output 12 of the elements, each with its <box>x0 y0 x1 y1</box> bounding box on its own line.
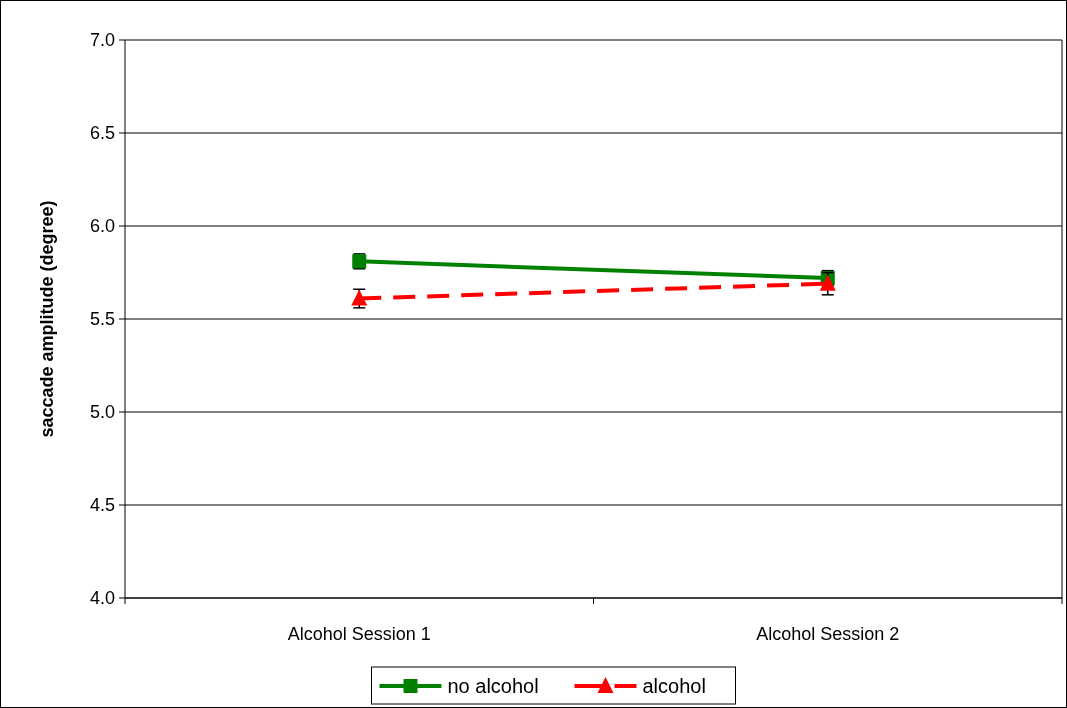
legend-label: alcohol <box>642 675 706 697</box>
legend-label: no alcohol <box>447 675 539 697</box>
y-tick-label: 5.5 <box>89 309 115 330</box>
y-axis-title: saccade amplitude (degree) <box>37 200 57 438</box>
y-tick-label: 4.0 <box>89 588 115 609</box>
y-tick-label: 6.5 <box>89 123 115 144</box>
x-tick-label: Alcohol Session 2 <box>756 624 900 644</box>
y-tick-label: 5.0 <box>89 402 115 423</box>
y-tick-label: 4.5 <box>89 495 115 516</box>
y-tick-label: 6.0 <box>89 216 115 237</box>
y-tick-label: 7.0 <box>89 30 115 51</box>
x-tick-label: Alcohol Session 1 <box>287 624 431 644</box>
